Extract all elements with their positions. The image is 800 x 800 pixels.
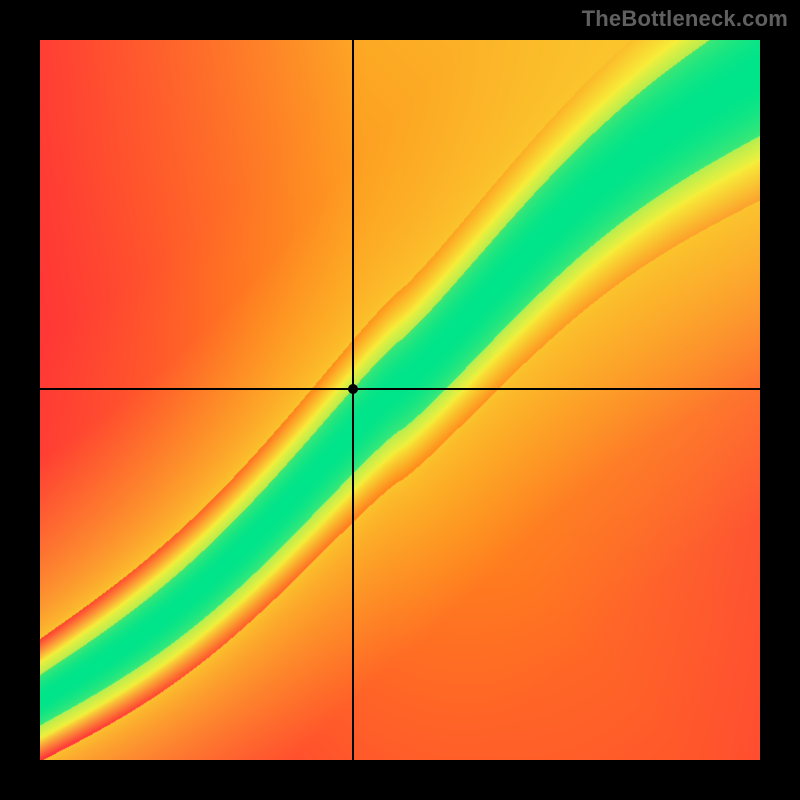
marker-dot (348, 384, 358, 394)
crosshair-horizontal (40, 388, 760, 390)
watermark-text: TheBottleneck.com (582, 6, 788, 32)
plot-area (40, 40, 760, 760)
chart-container: TheBottleneck.com (0, 0, 800, 800)
heatmap-canvas (40, 40, 760, 760)
crosshair-vertical (352, 40, 354, 760)
